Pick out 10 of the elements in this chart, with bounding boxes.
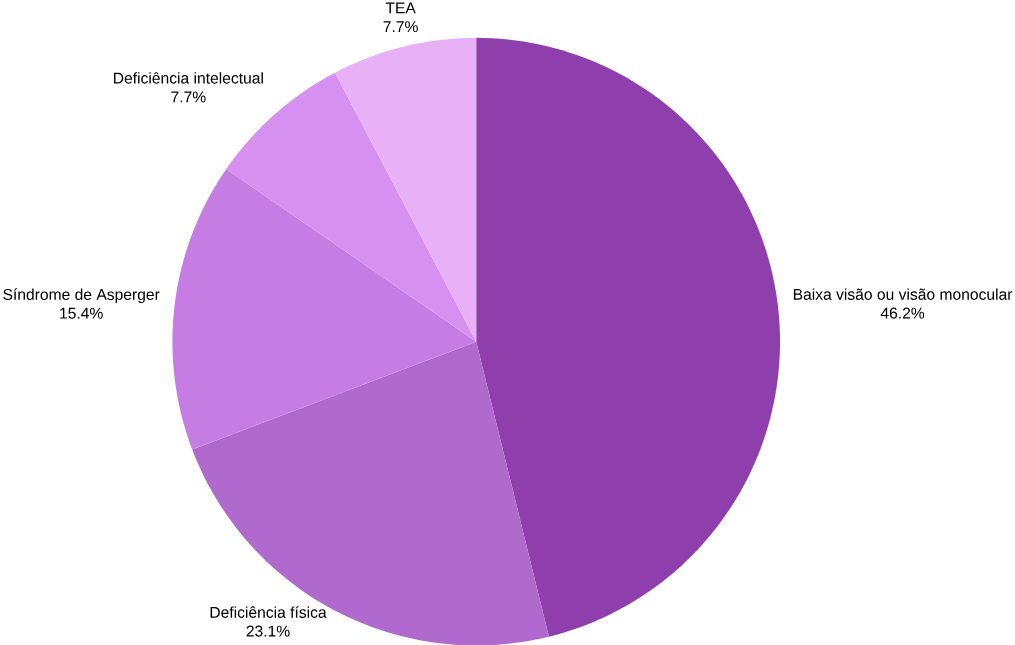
slice-label: Deficiência física — [210, 606, 327, 618]
slice-label: Deficiência intelectual — [114, 71, 263, 84]
data-label: 7.7% — [171, 91, 206, 103]
data-label: 46.2% — [880, 307, 925, 319]
data-label: 15.4% — [60, 307, 103, 319]
slice-label: Baixa visão ou visão monocular — [793, 288, 1013, 300]
slice-label: TEA — [385, 2, 416, 14]
data-label: 7.7% — [383, 20, 418, 32]
data-label: 23.1% — [246, 625, 290, 637]
slice-label: Síndrome de Asperger — [3, 288, 160, 303]
